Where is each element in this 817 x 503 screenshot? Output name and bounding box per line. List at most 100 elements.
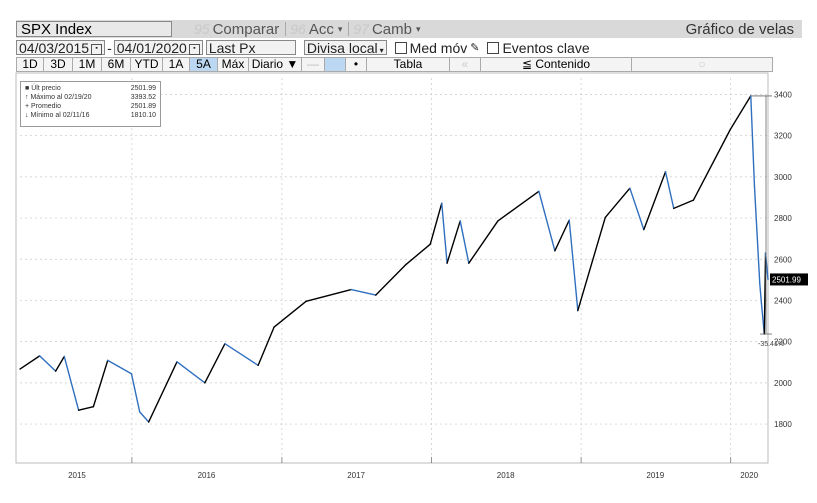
key-events-checkbox[interactable] — [487, 41, 500, 54]
period-ytd-button[interactable]: YTD — [131, 58, 163, 71]
period-1a-button[interactable]: 1A — [163, 58, 190, 71]
legend-last-value: 2501.99 — [130, 85, 156, 92]
pencil-icon[interactable]: ✎ — [470, 42, 480, 54]
y-tick-label: 3000 — [774, 173, 792, 182]
calendar-icon[interactable]: ▪ — [188, 43, 200, 55]
period-3d-button[interactable]: 3D — [44, 58, 73, 71]
contents-button[interactable]: ≦ Contenido — [481, 58, 632, 71]
legend-max-label: Máximo al 02/19/20 — [30, 94, 92, 101]
legend-max-row: ↑ Máximo al 02/19/20 3393.52 — [25, 93, 156, 102]
contents-label: Contenido — [535, 57, 591, 71]
price-segment — [204, 343, 226, 384]
price-segment — [643, 171, 667, 231]
price-segment — [673, 199, 695, 210]
x-axis: 2015 2016 2017 2018 2019 2020 — [68, 457, 759, 480]
legend-avg-value: 2501.89 — [130, 103, 156, 110]
key-events-label: Eventos clave — [502, 39, 590, 56]
chevron-down-icon: ▾ — [415, 23, 421, 34]
toolbar-divider — [285, 22, 287, 36]
change-number: 97 — [353, 21, 369, 37]
chart-legend: ■ Últ precio 2501.99 ↑ Máximo al 02/19/20… — [20, 81, 161, 127]
price-segment — [107, 359, 133, 375]
compare-menu[interactable]: 95 Comparar — [194, 20, 279, 38]
options-gear-icon[interactable]: ○ — [698, 57, 706, 71]
min-arrow-icon: ↓ — [25, 112, 31, 119]
field-select[interactable]: Last Px — [205, 40, 296, 56]
period-6m-button[interactable]: 6M — [102, 58, 131, 71]
price-segment — [147, 361, 178, 423]
price-segment — [753, 185, 761, 285]
end-date-value: 04/01/2020 — [116, 40, 187, 56]
change-menu[interactable]: 97 Camb ▾ — [353, 20, 420, 38]
x-tick-label: 2016 — [198, 471, 216, 480]
contents-icon: ≦ — [521, 57, 532, 71]
max-arrow-icon: ↑ — [25, 94, 31, 101]
price-segment — [305, 288, 352, 302]
chart-title: Gráfico de velas — [685, 20, 794, 38]
y-tick-label: 2000 — [774, 379, 792, 388]
last-value-label: 2501.99 — [772, 275, 801, 284]
legend-max-value: 3393.52 — [130, 94, 156, 101]
currency-select[interactable]: Divisa local ▾ — [303, 40, 387, 56]
price-segment — [375, 263, 407, 296]
y-tick-label: 3400 — [774, 90, 792, 99]
y-tick-label: 1800 — [774, 420, 792, 429]
candle-chart-icon[interactable] — [325, 58, 346, 71]
frequency-select[interactable]: Diario ▼ — [249, 58, 302, 71]
actions-menu[interactable]: 96 Acc ▾ — [290, 20, 342, 38]
price-segment — [429, 202, 443, 245]
top-toolbar: SPX Index 95 Comparar 96 Acc ▾ 97 Camb ▾… — [16, 20, 802, 38]
legend-min-value: 1810.10 — [130, 112, 156, 119]
price-segment — [77, 406, 95, 411]
moving-average-checkbox[interactable] — [394, 41, 407, 54]
settings-dot-icon[interactable]: • — [346, 58, 367, 71]
price-segment — [224, 343, 259, 367]
chevron-down-icon: ▾ — [337, 23, 343, 34]
price-segment — [577, 216, 606, 312]
price-segment — [664, 171, 675, 210]
price-segment — [19, 355, 41, 370]
price-segment — [257, 326, 275, 367]
y-tick-label: 2400 — [774, 296, 792, 305]
y-tick-label: 3200 — [774, 132, 792, 141]
legend-avg-row: + Promedio 2501.89 — [25, 102, 156, 111]
start-date-field[interactable]: 04/03/2015 ▪ — [16, 40, 106, 56]
period-max-button[interactable]: Máx — [218, 58, 249, 71]
period-1d-button[interactable]: 1D — [17, 58, 44, 71]
price-segment — [459, 220, 470, 264]
y-tick-label: 2200 — [774, 338, 792, 347]
price-segment — [750, 95, 756, 188]
compare-number: 95 — [194, 21, 210, 37]
price-segment — [130, 373, 141, 413]
date-separator: - — [107, 39, 112, 56]
end-date-field[interactable]: 04/01/2020 ▪ — [113, 40, 203, 56]
price-segment — [63, 355, 80, 411]
toolbar-divider — [348, 22, 350, 36]
period-1m-button[interactable]: 1M — [73, 58, 102, 71]
compare-label: Comparar — [212, 20, 280, 38]
change-label: Camb — [371, 20, 412, 38]
price-segment — [604, 187, 631, 219]
x-tick-label: 2018 — [497, 471, 515, 480]
period-5a-button[interactable]: 5A — [190, 58, 218, 71]
y-tick-label: 2800 — [774, 214, 792, 223]
legend-last-label: Últ precio — [31, 85, 61, 92]
price-segment — [763, 252, 767, 335]
x-tick-label: 2019 — [646, 471, 664, 480]
legend-min-row: ↓ Mínimo al 02/11/16 1810.10 — [25, 111, 156, 120]
x-tick-label: 2015 — [68, 471, 86, 480]
x-tick-label: 2020 — [740, 471, 758, 480]
line-chart-icon[interactable]: — — [302, 58, 325, 71]
drawdown-label: -35.41% — [758, 341, 784, 348]
ticker-input[interactable]: SPX Index — [16, 21, 172, 38]
actions-number: 96 — [290, 21, 306, 37]
table-button[interactable]: Tabla — [367, 58, 450, 71]
start-date-value: 04/03/2015 — [19, 40, 90, 56]
price-segment — [441, 202, 448, 264]
calendar-icon[interactable]: ▪ — [91, 43, 103, 55]
price-segment — [350, 288, 377, 296]
period-bar: 1D 3D 1M 6M YTD 1A 5A Máx Diario ▼ — • T… — [16, 57, 773, 72]
collapse-icon[interactable]: « — [450, 58, 481, 71]
price-segment — [273, 300, 307, 328]
